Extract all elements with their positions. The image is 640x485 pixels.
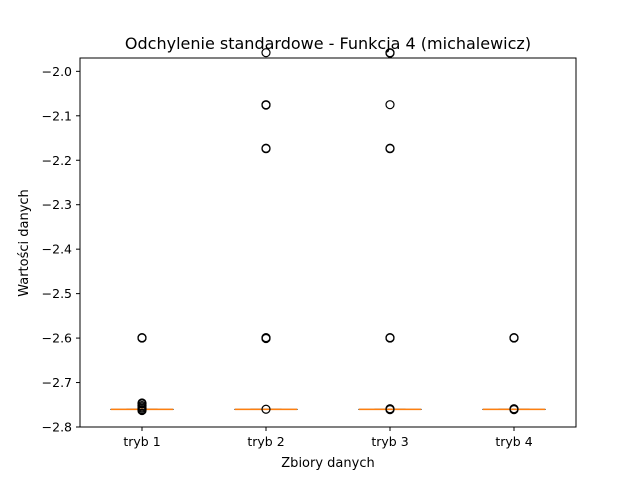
y-axis-label: Wartości danych — [17, 189, 32, 297]
outlier-point — [138, 334, 146, 342]
outlier-point — [386, 101, 394, 109]
box-group-4 — [483, 334, 545, 414]
y-tick-label: −2.7 — [42, 375, 72, 390]
outlier-point — [262, 145, 270, 153]
y-tick-label: −2.0 — [42, 64, 72, 79]
x-tick-label: tryb 1 — [123, 434, 160, 449]
y-tick-label: −2.4 — [42, 242, 72, 257]
x-axis: tryb 1 tryb 2 tryb 3 tryb 4 — [123, 427, 532, 449]
y-axis: −2.0 −2.1 −2.2 −2.3 −2.4 −2.5 −2.6 −2.7 −2.8 — [42, 64, 80, 435]
x-tick-label: tryb 2 — [247, 434, 284, 449]
box-group-3 — [359, 49, 421, 414]
y-tick-label: −2.1 — [42, 108, 72, 123]
y-tick-label: −2.8 — [42, 420, 72, 435]
chart-title: Odchylenie standardowe - Funkcja 4 (mich… — [125, 34, 531, 53]
box-group-1 — [111, 334, 173, 415]
outlier-point — [386, 334, 394, 342]
box-group-2 — [235, 49, 297, 414]
plot-frame — [80, 58, 576, 427]
x-tick-label: tryb 4 — [495, 434, 532, 449]
outlier-point — [262, 101, 270, 109]
plot-area — [111, 49, 545, 415]
x-tick-label: tryb 3 — [371, 434, 408, 449]
outlier-point — [510, 334, 518, 342]
y-tick-label: −2.5 — [42, 286, 72, 301]
y-tick-label: −2.6 — [42, 331, 72, 346]
x-axis-label: Zbiory danych — [281, 456, 374, 471]
outlier-point — [386, 145, 394, 153]
y-tick-label: −2.2 — [42, 153, 72, 168]
y-tick-label: −2.3 — [42, 197, 72, 212]
